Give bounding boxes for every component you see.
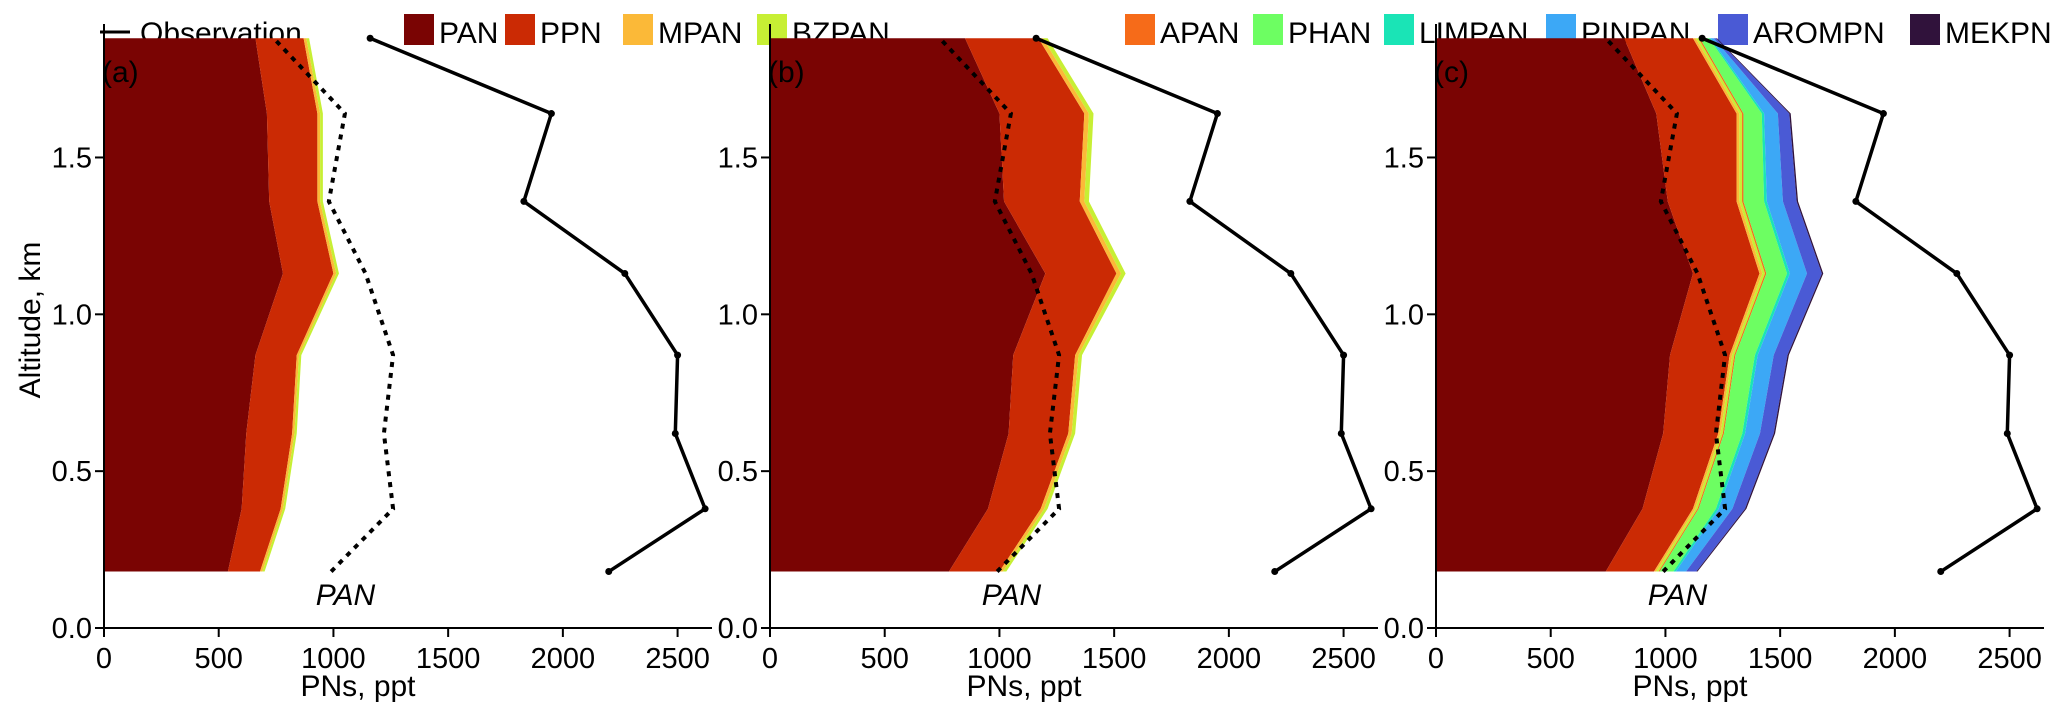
legend-swatch-apan	[1125, 14, 1155, 45]
x-tick-label: 2000	[1197, 643, 1262, 675]
y-tick-label: 0.0	[52, 613, 92, 645]
legend-label-pan: PAN	[439, 17, 498, 50]
area-ppn	[1436, 38, 1760, 572]
legend-swatch-ppn	[505, 14, 535, 45]
legend: Observation PAN PPN MPAN BZPAN APAN PHAN LIMPA…	[100, 14, 2052, 50]
x-tick-label: 2500	[1977, 643, 2042, 675]
x-tick-label: 1000	[967, 643, 1032, 675]
observation-point	[1953, 270, 1961, 278]
observation-point	[674, 351, 682, 359]
observation-point	[621, 270, 629, 278]
observation-point	[520, 197, 528, 205]
model-pan-dotted-line	[938, 36, 1062, 573]
x-tick-label: 500	[861, 643, 909, 675]
observation-point	[2006, 351, 2014, 359]
legend-swatch-mpan	[623, 14, 653, 45]
observation-point	[1340, 351, 1348, 359]
panel-2: 0 500 1000 1500 2000 2500 0.0 0.5 1.0 1.5 (b) PAN PN…	[718, 24, 1378, 703]
area-pan	[1436, 38, 1693, 572]
legend-label-apan: APAN	[1160, 17, 1239, 50]
panel-label: (c)	[1434, 56, 1469, 89]
model-pan-dotted-line	[1604, 36, 1728, 573]
x-tick-label: 500	[195, 643, 243, 675]
pan-annotation: PAN	[1648, 579, 1708, 612]
x-tick-label: 2500	[1311, 643, 1376, 675]
x-tick-label: 2000	[1863, 643, 1928, 675]
panel-label: (a)	[102, 56, 139, 89]
x-tick-label: 0	[762, 643, 778, 675]
observation-point	[671, 430, 679, 438]
y-tick-label: 0.0	[1384, 613, 1424, 645]
legend-swatch-limpan	[1384, 14, 1414, 45]
observation-point	[605, 568, 613, 576]
legend-label-mekpn: MEKPN	[1945, 17, 2052, 50]
panel-1: 0 500 1000 1500 2000 2500 0.0 0.5 1.0 1.5 (a) PAN PN…	[14, 24, 712, 703]
observation-point	[1698, 34, 1706, 42]
observation-point	[2003, 430, 2011, 438]
y-tick-label: 1.0	[1384, 299, 1424, 331]
legend-label-arompn: AROMPN	[1753, 17, 1885, 50]
y-tick-label: 0.5	[1384, 456, 1424, 488]
x-tick-label: 1500	[1082, 643, 1147, 675]
x-tick-label: 1000	[1633, 643, 1698, 675]
legend-swatch-pan	[404, 14, 434, 45]
observation-line	[1035, 36, 1374, 574]
y-tick-label: 1.0	[718, 299, 758, 331]
observation-line	[369, 36, 708, 574]
area-pan	[104, 38, 283, 572]
y-tick-label: 1.5	[52, 142, 92, 174]
observation-point	[1213, 110, 1221, 118]
legend-label-ppn: PPN	[540, 17, 602, 50]
legend-swatch-phan	[1253, 14, 1283, 45]
y-axis-label: Altitude, km	[14, 242, 47, 399]
legend-label-phan: PHAN	[1288, 17, 1371, 50]
y-tick-label: 1.0	[52, 299, 92, 331]
pan-annotation: PAN	[316, 579, 376, 612]
legend-swatch-mekpn	[1910, 14, 1940, 45]
x-axis-label: PNs, ppt	[1632, 670, 1748, 703]
legend-label-mpan: MPAN	[658, 17, 742, 50]
panel-3: 0 500 1000 1500 2000 2500 0.0 0.5 1.0 1.5 (c) PAN PN…	[1384, 24, 2044, 703]
x-tick-label: 1500	[1748, 643, 1813, 675]
observation-point	[1852, 197, 1860, 205]
observation-point	[1271, 568, 1279, 576]
observation-point	[1186, 197, 1194, 205]
y-tick-label: 1.5	[718, 142, 758, 174]
x-tick-label: 1500	[416, 643, 481, 675]
observation-point	[1879, 110, 1887, 118]
observation-point	[1367, 505, 1375, 513]
observation-point	[1937, 568, 1945, 576]
x-tick-label: 0	[96, 643, 112, 675]
panel-label: (b)	[768, 56, 805, 89]
model-pan-dotted-line	[272, 36, 396, 573]
area-ppn	[770, 38, 1117, 572]
x-axis-label: PNs, ppt	[966, 670, 1082, 703]
y-tick-label: 0.5	[718, 456, 758, 488]
x-tick-label: 2500	[645, 643, 710, 675]
observation-point	[1287, 270, 1295, 278]
y-tick-label: 0.5	[52, 456, 92, 488]
area-pan	[770, 38, 1046, 572]
observation-point	[701, 505, 709, 513]
legend-swatch-arompn	[1718, 14, 1748, 45]
area-ppn	[104, 38, 334, 572]
observation-point	[2033, 505, 2041, 513]
observation-point	[547, 110, 555, 118]
observation-point	[1032, 34, 1040, 42]
observation-line	[1701, 36, 2040, 574]
observation-point	[1337, 430, 1345, 438]
x-axis-label: PNs, ppt	[300, 670, 416, 703]
x-tick-label: 2000	[531, 643, 596, 675]
observation-point	[366, 34, 374, 42]
y-tick-label: 0.0	[718, 613, 758, 645]
y-tick-label: 1.5	[1384, 142, 1424, 174]
x-tick-label: 1000	[301, 643, 366, 675]
pan-annotation: PAN	[982, 579, 1042, 612]
x-tick-label: 0	[1428, 643, 1444, 675]
x-tick-label: 500	[1527, 643, 1575, 675]
